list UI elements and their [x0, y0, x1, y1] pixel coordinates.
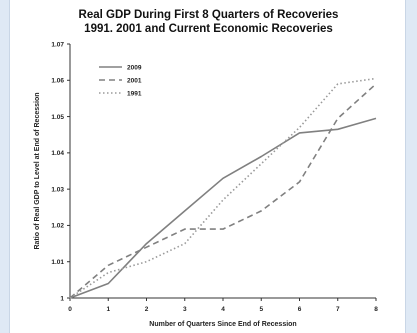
y-tick-label: 1.01: [51, 259, 64, 266]
x-tick-label: 8: [374, 306, 378, 313]
y-tick-label: 1.03: [51, 186, 64, 193]
x-tick-label: 0: [68, 306, 72, 313]
x-tick-label: 1: [106, 306, 110, 313]
y-tick-label: 1: [60, 295, 64, 302]
legend-label-2009: 2009: [127, 64, 142, 71]
x-tick-label: 7: [336, 306, 340, 313]
x-tick-label: 6: [298, 306, 302, 313]
legend-label-2001: 2001: [127, 77, 142, 84]
y-tick-label: 1.07: [51, 41, 64, 48]
chart-panel: [10, 0, 405, 333]
x-tick-label: 5: [259, 306, 263, 313]
x-tick-label: 3: [183, 306, 187, 313]
chart-title: Real GDP During First 8 Quarters of Reco…: [78, 9, 339, 21]
x-ticks: 0 1 2 3 4 5 6 7 8: [68, 298, 378, 313]
legend: 2009 2001 1991: [99, 64, 142, 97]
y-axis-label: Ratio of Real GDP to Level at End of Rec…: [34, 92, 41, 249]
y-tick-label: 1.05: [51, 114, 64, 121]
y-tick-label: 1.04: [51, 150, 64, 157]
y-tick-label: 1.06: [51, 78, 64, 85]
series-line-1991: [69, 77, 377, 299]
x-axis-label: Number of Quarters Since End of Recessio…: [149, 321, 296, 328]
chart-subtitle: 1991. 2001 and Current Economic Recoveri…: [84, 23, 333, 35]
y-ticks: 1 1.01 1.02 1.03 1.04 1.05 1.06 1.07: [51, 41, 70, 302]
y-tick-label: 1.02: [51, 223, 64, 230]
axes: [69, 44, 376, 299]
series-line-2009: [69, 117, 377, 299]
series-line-2001: [69, 83, 377, 299]
legend-label-1991: 1991: [127, 90, 142, 97]
series-lines: [69, 77, 377, 299]
x-tick-label: 4: [221, 306, 225, 313]
x-tick-label: 2: [145, 306, 149, 313]
